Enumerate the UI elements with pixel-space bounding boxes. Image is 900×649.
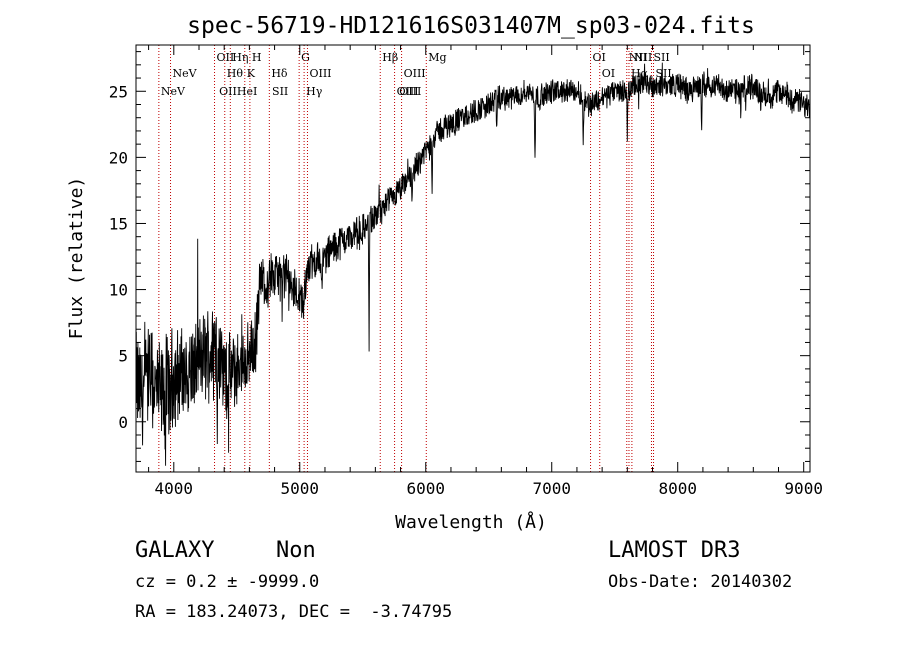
spectrum-series [136, 62, 810, 466]
emission-line-label: NII [634, 51, 652, 64]
emission-line-label: Mg [428, 51, 446, 64]
plot-frame [135, 44, 811, 473]
x-tick-label: 7000 [532, 479, 571, 498]
emission-line-label: SII [653, 51, 669, 64]
x-tick-label: 9000 [784, 479, 823, 498]
emission-line-label: NeV [161, 85, 186, 98]
y-axis-ticks: 0 5 10 15 20 25 [109, 51, 810, 462]
emission-line-label: Hβ [382, 51, 398, 64]
emission-line-label: Hθ [227, 67, 244, 80]
y-axis-label: Flux (relative) [66, 177, 87, 340]
emission-line-label: OIII [399, 85, 421, 98]
chart-title: spec-56719-HD121616S031407M_sp03-024.fit… [187, 13, 755, 39]
emission-line-label: Hδ [271, 67, 288, 80]
x-axis-label: Wavelength (Å) [395, 511, 547, 533]
x-tick-label: 8000 [658, 479, 697, 498]
x-tick-label: 5000 [281, 479, 320, 498]
y-tick-label: 15 [109, 214, 128, 233]
emission-line-label: NeV [173, 67, 198, 80]
emission-line-label: OIII [397, 85, 419, 98]
emission-line-label: NII [629, 51, 647, 64]
x-axis-ticks: 4000 5000 6000 7000 8000 9000 [148, 45, 823, 498]
object-class: GALAXY [135, 538, 215, 563]
x-tick-label: 4000 [155, 479, 194, 498]
object-subclass: Non [276, 538, 316, 563]
emission-line-label: SII [656, 67, 672, 80]
emission-line-label: SII [272, 85, 288, 98]
observation-date: Obs-Date: 20140302 [608, 572, 793, 592]
emission-line-label: H [252, 51, 262, 64]
coordinates: RA = 183.24073, DEC = -3.74795 [135, 602, 453, 622]
emission-line-label: K [247, 67, 256, 80]
y-tick-label: 10 [109, 281, 128, 300]
emission-line-label: Hη [232, 51, 248, 64]
x-tick-label: 6000 [406, 479, 445, 498]
emission-line-label: G [301, 51, 310, 64]
emission-line-label: OIII [309, 67, 331, 80]
survey-name: LAMOST DR3 [608, 538, 741, 563]
y-tick-label: 20 [109, 148, 128, 167]
emission-line-label: OI [593, 51, 606, 64]
y-tick-label: 25 [109, 82, 128, 101]
spectrum-line [136, 62, 810, 466]
redshift-value: cz = 0.2 ± -9999.0 [135, 572, 320, 592]
emission-line-label: OI [602, 67, 615, 80]
emission-line-label: OIIHeI [219, 85, 257, 98]
y-tick-label: 0 [118, 413, 128, 432]
emission-line-label: OIII [404, 67, 426, 80]
y-tick-label: 5 [118, 347, 128, 366]
emission-line-label: Hγ [306, 85, 323, 98]
